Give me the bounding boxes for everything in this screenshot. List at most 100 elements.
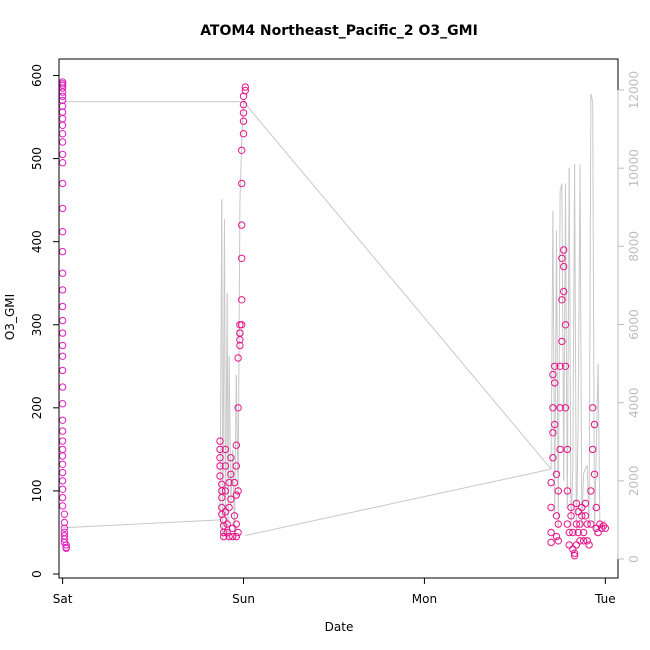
- data-point: [58, 150, 67, 159]
- altitude-segment: [552, 211, 556, 513]
- data-point: [565, 528, 573, 537]
- altitude-segment: [588, 93, 592, 524]
- data-point: [592, 524, 600, 532]
- y-tick-label: 200: [30, 396, 44, 419]
- data-point: [561, 404, 570, 412]
- data-point: [556, 445, 564, 454]
- data-point: [60, 518, 69, 527]
- data-point: [58, 159, 67, 167]
- data-point: [563, 520, 571, 528]
- data-point: [574, 528, 582, 537]
- data-point: [58, 400, 67, 408]
- data-point: [227, 495, 235, 503]
- x-axis-label: Date: [325, 620, 354, 634]
- data-point: [58, 427, 67, 435]
- data-point: [570, 552, 579, 560]
- data-point: [578, 512, 586, 520]
- data-point: [549, 454, 557, 462]
- altitude-segment: [579, 164, 583, 528]
- altitude-segment: [590, 93, 594, 102]
- altitude-segment: [237, 203, 241, 497]
- data-point: [236, 329, 244, 337]
- altitude-segment: [228, 355, 232, 505]
- data-point: [216, 454, 224, 462]
- data-point: [549, 370, 557, 379]
- data-point: [238, 296, 246, 304]
- data-point: [225, 478, 233, 487]
- data-point: [570, 549, 579, 557]
- data-point: [590, 420, 599, 429]
- data-point: [587, 487, 595, 495]
- data-point: [58, 366, 67, 375]
- data-point: [560, 287, 568, 296]
- data-point: [563, 445, 571, 454]
- data-point: [569, 528, 577, 537]
- data-point: [227, 454, 235, 462]
- data-point: [549, 429, 557, 437]
- x-tick-label: Tue: [594, 592, 616, 606]
- data-point: [239, 117, 248, 125]
- data-point: [547, 538, 555, 547]
- data-point: [62, 544, 70, 552]
- data-point: [58, 130, 67, 138]
- data-point: [549, 404, 557, 412]
- data-point: [58, 502, 67, 510]
- data-point: [58, 445, 67, 454]
- data-point: [218, 493, 226, 502]
- data-point: [58, 383, 67, 391]
- data-point: [583, 537, 591, 545]
- data-point: [556, 404, 564, 412]
- data-point: [58, 269, 67, 277]
- y2-tick-label: 0: [627, 555, 641, 563]
- data-point: [547, 478, 555, 487]
- y2-tick-label: 6000: [627, 309, 641, 340]
- data-point: [58, 485, 67, 493]
- data-point: [58, 460, 67, 468]
- data-point: [579, 528, 588, 537]
- data-point: [216, 462, 224, 470]
- data-point: [581, 512, 590, 520]
- data-point: [561, 321, 570, 329]
- data-point: [223, 520, 231, 528]
- chart-title: ATOM4 Northeast_Pacific_2 O3_GMI: [200, 23, 478, 39]
- data-point: [547, 503, 555, 512]
- data-point: [560, 246, 568, 254]
- altitude-segment: [62, 519, 221, 529]
- data-point: [58, 341, 67, 350]
- data-point: [218, 480, 226, 488]
- data-point: [583, 520, 591, 528]
- altitude-segment: [570, 469, 574, 528]
- altitude-segment: [239, 140, 243, 204]
- data-point: [58, 138, 67, 146]
- data-point: [216, 445, 224, 454]
- data-point: [58, 286, 67, 294]
- data-point: [58, 115, 67, 123]
- y2-tick-label: 4000: [627, 387, 641, 418]
- plot-frame: [58, 58, 619, 579]
- altitude-segment: [554, 230, 557, 513]
- data-point: [589, 404, 597, 412]
- data-point: [579, 537, 588, 545]
- y-tick-label: 500: [30, 147, 44, 170]
- data-point: [225, 532, 233, 541]
- y2-tick-label: 10000: [627, 149, 641, 187]
- data-point: [221, 445, 230, 454]
- data-point: [592, 503, 600, 512]
- data-point: [58, 477, 67, 485]
- data-point: [219, 528, 228, 537]
- data-point: [58, 302, 67, 311]
- data-point: [58, 316, 67, 325]
- data-point: [232, 462, 241, 470]
- data-point: [574, 508, 582, 516]
- altitude-segment: [245, 468, 552, 536]
- data-point: [238, 179, 246, 188]
- data-point: [238, 146, 246, 155]
- data-point: [238, 321, 246, 329]
- y-axis-right: 0 2000 4000 6000 8000 10000 12000: [617, 71, 641, 563]
- data-point: [587, 520, 595, 528]
- altitude-segment: [568, 168, 572, 528]
- data-point: [227, 470, 235, 478]
- data-point: [594, 528, 602, 537]
- data-point: [572, 499, 581, 508]
- data-point: [567, 503, 575, 512]
